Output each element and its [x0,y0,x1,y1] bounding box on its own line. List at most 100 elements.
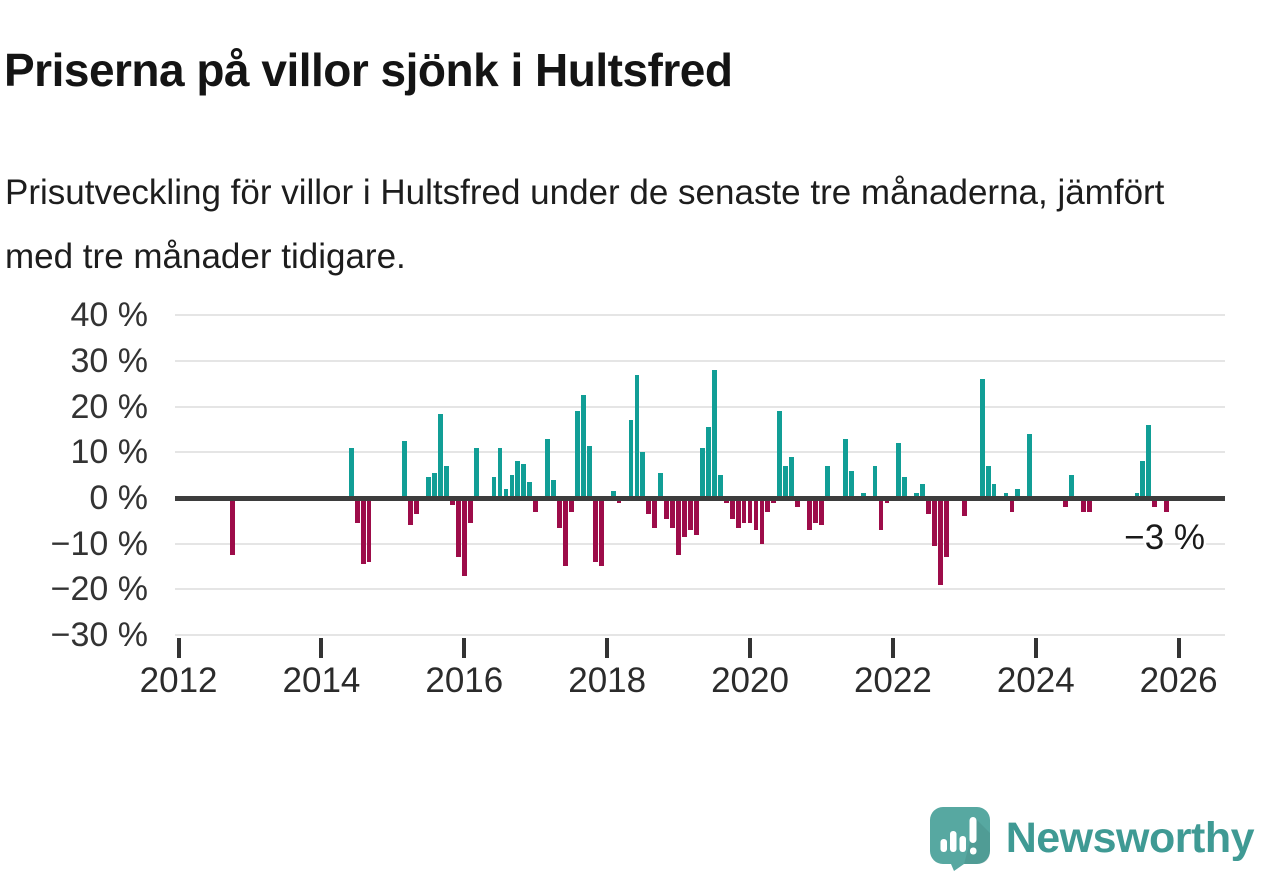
y-axis-label: −20 % [50,570,148,609]
gridline [175,360,1225,363]
bar-positive [473,447,479,498]
bar-positive [783,466,789,498]
x-axis-tick [605,638,610,658]
x-axis-tick [176,638,181,658]
bar-negative [676,498,681,556]
bar-positive [872,466,878,498]
logo-exclamation-dot [969,847,977,855]
bar-negative [944,498,949,558]
bar-negative [670,498,676,528]
bar-negative [1063,498,1068,508]
bar-negative [366,498,372,562]
bar-negative [414,498,420,514]
x-axis-label: 2020 [711,661,789,700]
y-axis-label: 0 % [89,479,148,517]
bar-positive [503,488,509,498]
bar-negative [455,498,461,558]
chart-subtitle: Prisutveckling för villor i Hultsfred un… [5,173,1165,276]
bar-negative [932,498,937,546]
y-axis-label: −10 % [50,524,148,563]
bar-positive [432,472,437,498]
x-axis-label: 2024 [996,661,1075,700]
bar-negative [652,498,658,528]
bar-positive [985,466,991,498]
x-axis-label: 2018 [568,661,647,700]
bar-negative [878,498,884,530]
bar-positive [610,491,616,498]
bar-positive [979,379,985,498]
bar-positive [1069,475,1074,498]
gridline [175,633,1225,636]
bar-negative [360,498,366,565]
bar-negative [688,498,693,530]
bar-positive [545,438,551,498]
bar-negative [747,498,753,524]
bar-positive [628,420,634,498]
bar-positive [711,370,717,498]
gridline [175,314,1225,317]
bar-negative [569,498,574,512]
gridline [175,405,1225,408]
bar-positive [574,411,580,498]
bar-positive [842,438,848,498]
y-axis-label: 20 % [70,387,149,426]
bar-negative [1086,498,1092,512]
y-axis-label: 30 % [70,342,149,381]
bar-positive [896,443,902,498]
bar-negative [1152,498,1158,508]
bar-positive [920,484,926,498]
bar-positive [1015,488,1021,498]
bar-negative [646,498,652,514]
bar-negative [592,498,598,562]
bar-negative [449,498,455,505]
y-axis-label: −30 % [50,615,148,654]
bar-negative [729,498,735,519]
bar-positive [705,427,711,498]
bar-negative [765,498,771,512]
bar-negative [819,498,824,526]
bar-positive [991,484,997,498]
bar-negative [759,498,765,544]
bar-negative [557,498,562,528]
bar-positive [551,479,556,498]
bar-positive [789,456,795,498]
y-axis-label: 40 % [70,296,149,335]
bar-positive [634,374,640,498]
bar-positive [658,472,664,498]
bar-negative [1164,498,1170,512]
bar-positive [824,466,830,498]
bar-negative [682,498,687,537]
bar-positive [717,475,723,498]
bar-negative [813,498,818,524]
bar-negative [938,498,943,585]
brand-footer: Newsworthy [928,805,1255,871]
bar-positive [515,461,521,498]
bar-negative [741,498,747,524]
bar-negative [795,498,801,508]
bar-negative [1009,498,1015,512]
bar-negative [229,498,235,556]
bar-positive [586,445,592,498]
bar-positive [402,440,408,498]
logo-bar-small [940,839,947,852]
bar-negative [926,498,931,514]
bar-positive [1140,461,1146,498]
bar-positive [777,411,783,498]
bar-positive [438,413,443,498]
bar-positive [1027,434,1033,498]
logo-bar-medium [959,836,966,852]
bar-positive [1146,424,1152,498]
bar-positive [848,470,854,498]
bar-positive [348,447,354,498]
bar-positive [521,463,527,498]
x-axis-tick [1176,638,1181,658]
newsworthy-logo-icon [929,807,990,871]
bar-positive [902,477,908,498]
bar-positive [640,452,646,498]
bar-negative [461,498,467,576]
x-axis-tick [1033,638,1038,658]
x-axis-label: 2026 [1139,661,1218,700]
bar-negative [807,498,812,530]
